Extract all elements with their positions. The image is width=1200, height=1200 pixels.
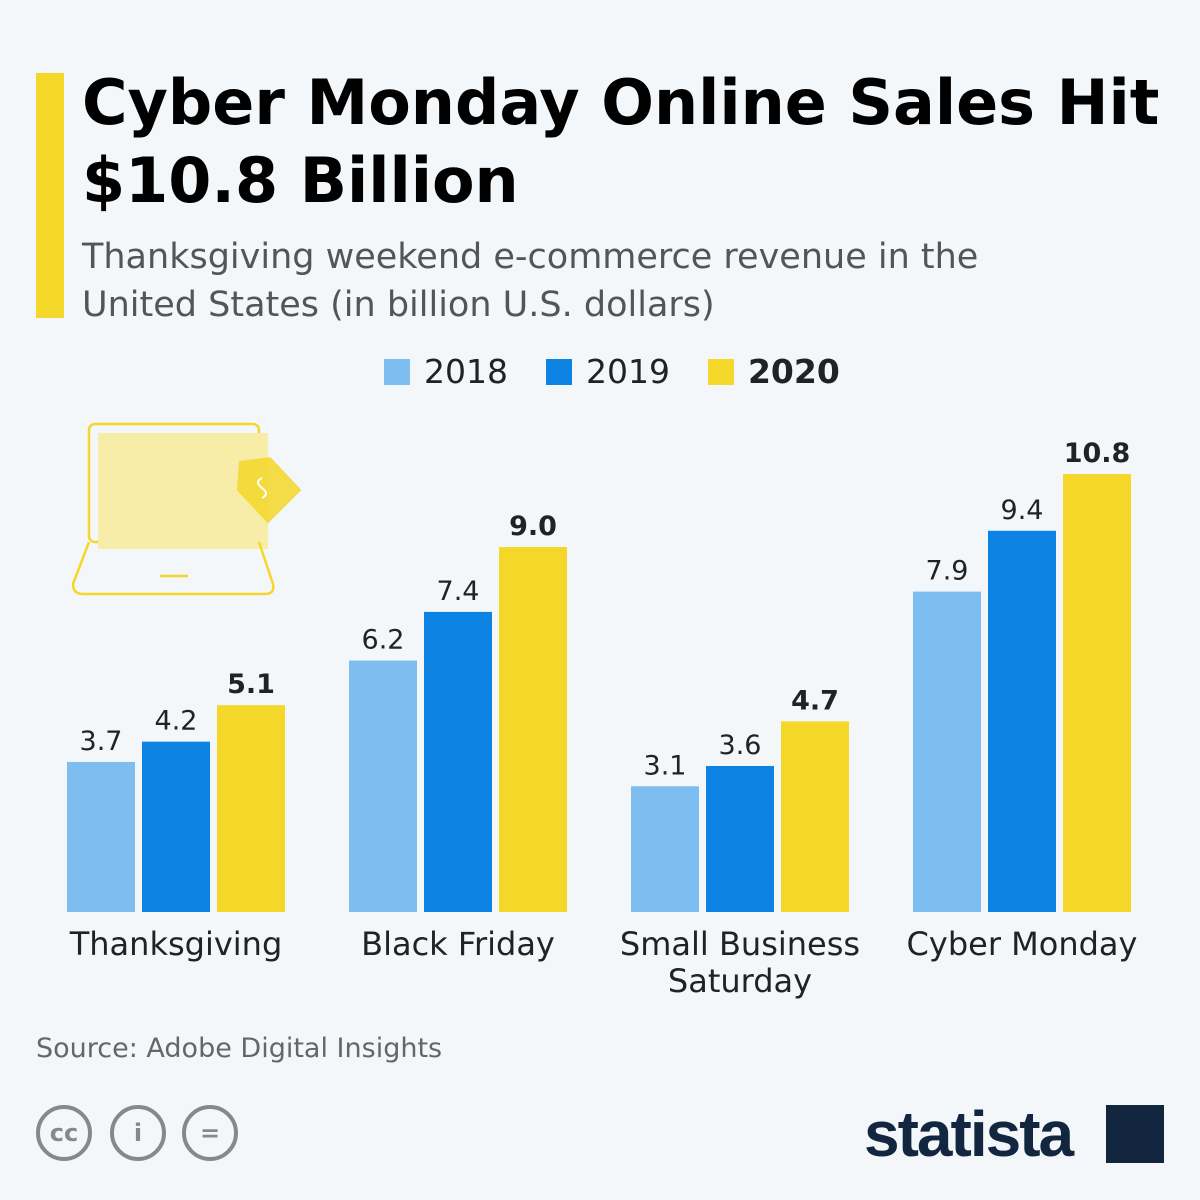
legend-item-2020: 2020 (707, 352, 840, 391)
attribution-icon[interactable]: i (110, 1105, 166, 1161)
category-label: Cyber Monday (907, 925, 1138, 963)
data-label: 3.6 (719, 730, 762, 761)
legend-item-2019: 2019 (545, 352, 670, 391)
data-label: 9.0 (509, 511, 557, 542)
source-note: Source: Adobe Digital Insights (36, 1033, 443, 1064)
legend-label: 2018 (424, 352, 508, 391)
category-label: Saturday (668, 962, 812, 1000)
data-label: 4.7 (791, 685, 839, 716)
legend-swatch (707, 358, 734, 385)
bar-2019-2 (706, 766, 774, 912)
bar-2018-3 (913, 591, 981, 912)
no-derivatives-icon[interactable]: = (182, 1105, 238, 1161)
bar-2019-3 (988, 530, 1056, 912)
legend-item-2018: 2018 (384, 352, 508, 391)
data-label: 7.9 (926, 556, 969, 587)
bar-2020-2 (781, 721, 849, 912)
data-label: 6.2 (362, 625, 405, 656)
chart-title: Cyber Monday Online Sales Hit $10.8 Bill… (82, 66, 1160, 217)
data-label: 3.7 (80, 726, 123, 757)
accent-bar (36, 73, 64, 318)
data-label: 9.4 (1001, 495, 1044, 526)
cc-license-icon[interactable]: cc (36, 1105, 92, 1161)
legend: 2018 2019 2020 (384, 352, 840, 391)
bar-2019-0 (142, 741, 210, 912)
data-label: 3.1 (644, 750, 687, 781)
legend-label: 2019 (585, 352, 670, 391)
bar-2020-1 (499, 547, 567, 912)
bar-2018-1 (349, 660, 417, 912)
category-label: Black Friday (361, 925, 555, 963)
statista-logo-mark (1106, 1105, 1164, 1163)
legend-swatch (545, 358, 572, 385)
bar-2018-2 (631, 786, 699, 912)
bar-2019-1 (424, 611, 492, 912)
chart-subtitle: Thanksgiving weekend e-commerce revenue … (82, 237, 979, 325)
legend-label: 2020 (747, 352, 840, 391)
bar-2020-3 (1063, 474, 1131, 912)
laptop-price-tag-icon (71, 422, 302, 596)
category-label: Small Business (620, 925, 860, 963)
data-label: 5.1 (227, 669, 275, 700)
bar-2020-0 (217, 705, 285, 912)
category-label: Thanksgiving (69, 925, 283, 963)
data-label: 4.2 (155, 706, 198, 737)
legend-swatch (384, 358, 410, 385)
data-label: 7.4 (437, 576, 480, 607)
data-label: 10.8 (1064, 438, 1131, 469)
bar-2018-0 (67, 761, 135, 912)
statista-logo[interactable]: statista (864, 1098, 1074, 1170)
